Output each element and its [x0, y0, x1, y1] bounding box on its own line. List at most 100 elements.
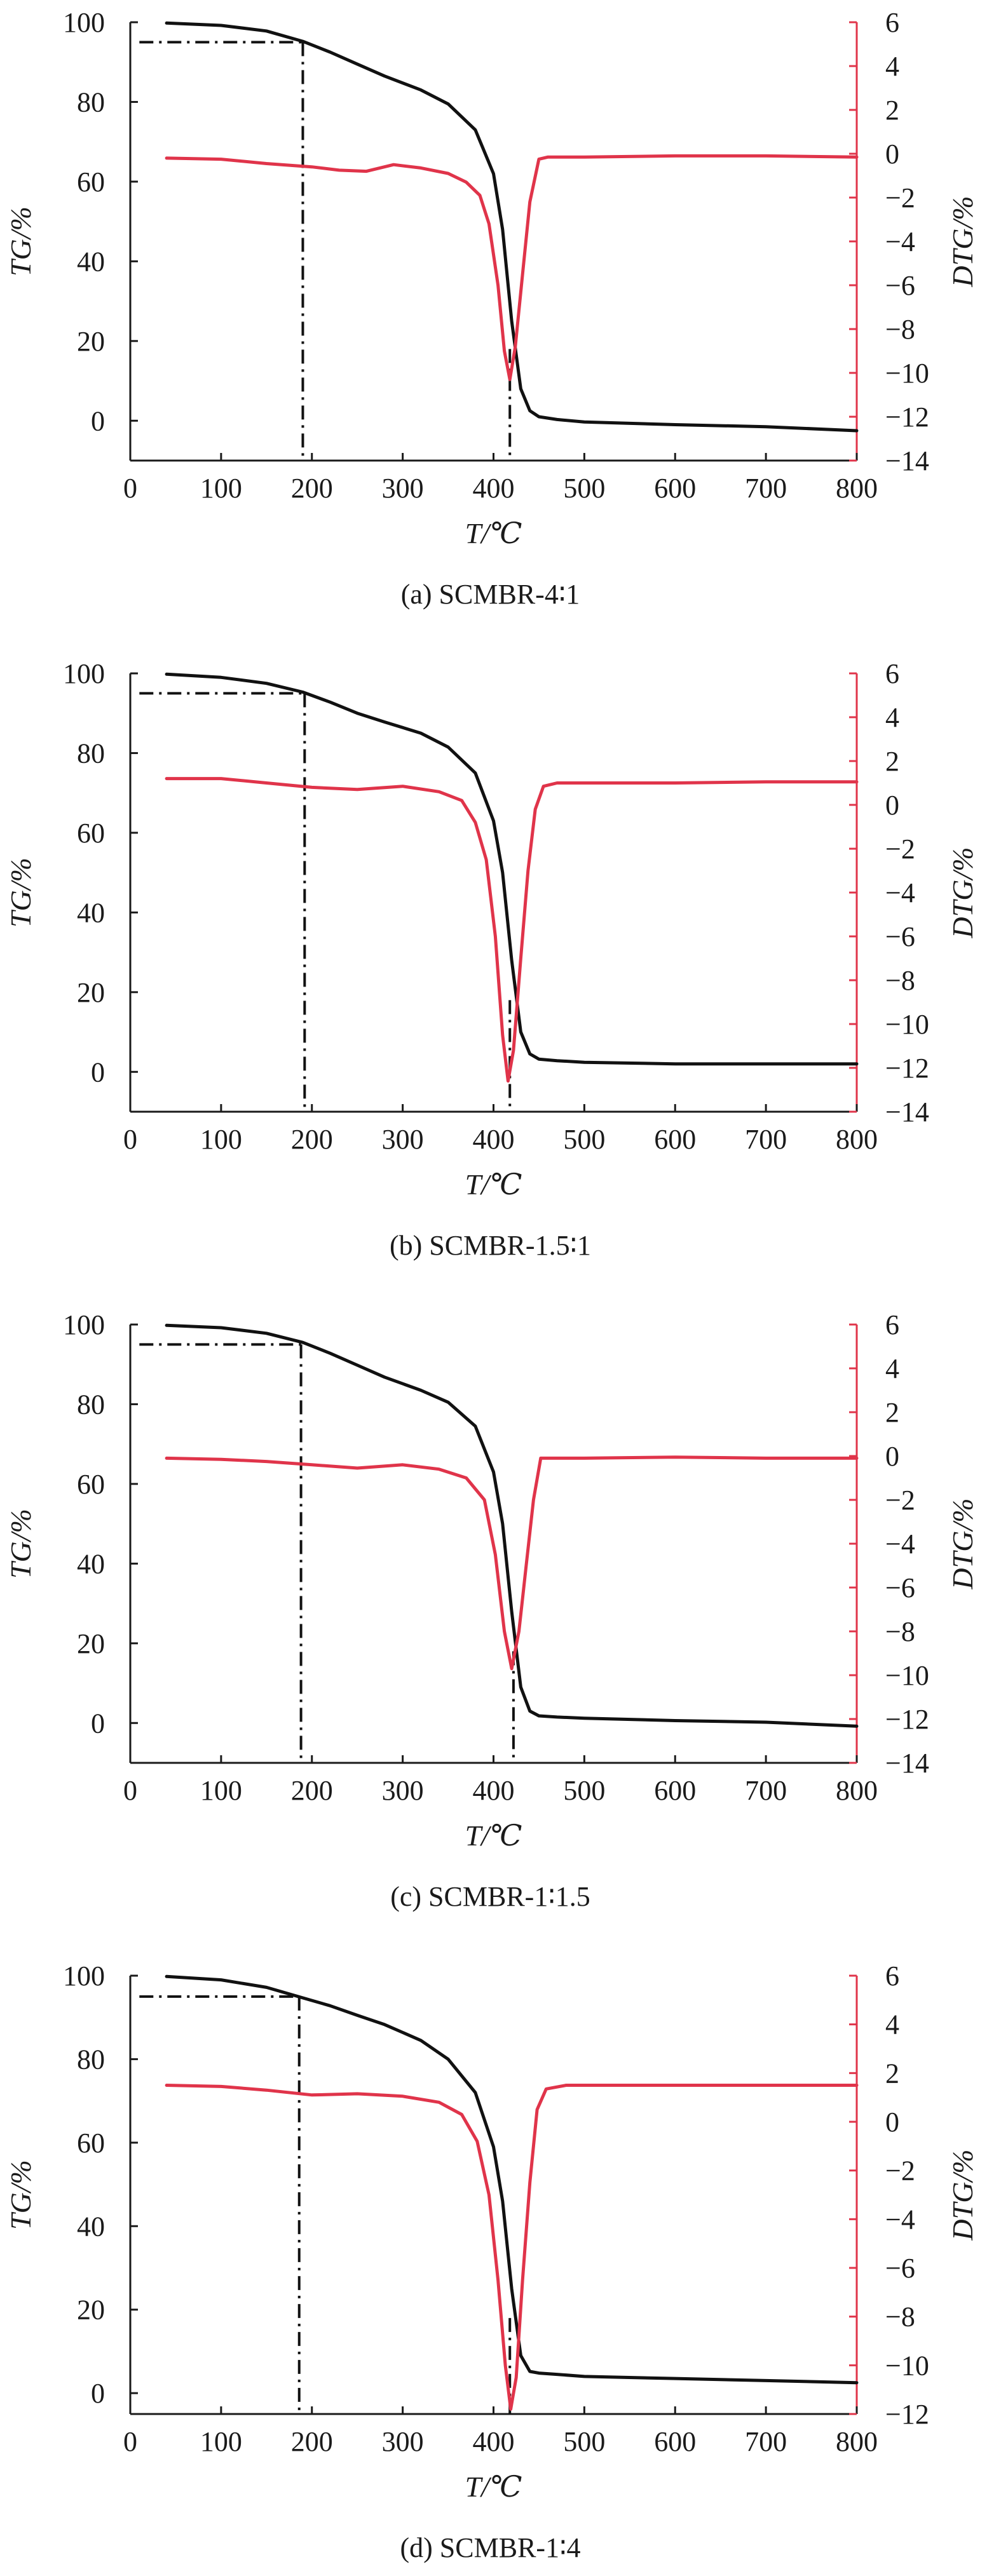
x-tick-label: 200	[291, 473, 333, 504]
left-axis-title: TG/%	[4, 2160, 37, 2230]
right-tick-label: −10	[885, 358, 929, 389]
left-tick-label: 20	[77, 2295, 105, 2326]
panel-caption: (a) SCMBR-4∶1	[401, 579, 580, 610]
right-tick-label: −8	[885, 2302, 915, 2333]
right-tick-label: −2	[885, 182, 915, 213]
left-tick-label: 100	[63, 1960, 105, 1992]
left-tick-label: 100	[63, 1309, 105, 1340]
x-tick-label: 500	[563, 1775, 605, 1806]
right-tick-label: −2	[885, 833, 915, 865]
left-axis-title: TG/%	[4, 1509, 37, 1579]
right-tick-label: −6	[885, 270, 915, 301]
series-tg-line	[165, 672, 859, 1066]
x-tick-label: 200	[291, 1124, 333, 1155]
right-tick-label: 4	[885, 1353, 899, 1384]
right-tick-label: 0	[885, 790, 899, 821]
left-tick-label: 0	[91, 2378, 105, 2409]
left-tick-label: 80	[77, 1389, 105, 1420]
x-axis-title: T/℃	[465, 517, 522, 550]
left-tick-label: 100	[63, 7, 105, 38]
x-axis-title: T/℃	[465, 2471, 522, 2503]
left-tick-label: 80	[77, 2044, 105, 2075]
left-axis-title: TG/%	[4, 206, 37, 276]
x-tick-label: 300	[382, 473, 424, 504]
right-tick-label: −4	[885, 877, 915, 908]
x-tick-label: 600	[654, 1124, 696, 1155]
right-tick-label: 2	[885, 2058, 899, 2089]
left-tick-label: 20	[77, 977, 105, 1008]
left-tick-label: 80	[77, 738, 105, 769]
right-tick-label: −10	[885, 1660, 929, 1691]
series-dtg-line	[165, 777, 859, 1083]
series-tg-line	[165, 1323, 859, 1728]
right-tick-label: −12	[885, 1704, 929, 1735]
series-dtg-line	[165, 2084, 859, 2411]
x-tick-label: 0	[123, 1775, 137, 1806]
right-tick-label: −4	[885, 2204, 915, 2235]
x-tick-label: 300	[382, 1124, 424, 1155]
right-tick-label: −6	[885, 1572, 915, 1603]
x-tick-label: 500	[563, 2426, 605, 2457]
left-tick-label: 60	[77, 166, 105, 198]
x-tick-label: 300	[382, 1775, 424, 1806]
right-tick-label: 2	[885, 95, 899, 126]
x-tick-label: 400	[473, 2426, 515, 2457]
right-tick-label: −8	[885, 314, 915, 345]
right-tick-label: −6	[885, 921, 915, 952]
panel-caption: (b) SCMBR-1.5∶1	[390, 1230, 591, 1261]
left-axis-title: TG/%	[4, 858, 37, 927]
right-tick-label: −8	[885, 965, 915, 996]
x-tick-label: 200	[291, 2426, 333, 2457]
x-tick-label: 800	[836, 1124, 878, 1155]
x-tick-label: 300	[382, 2426, 424, 2457]
right-tick-label: 6	[885, 7, 899, 38]
right-tick-label: −14	[885, 445, 929, 476]
left-tick-label: 40	[77, 2211, 105, 2242]
left-tick-label: 60	[77, 1469, 105, 1500]
x-tick-label: 700	[745, 1124, 787, 1155]
series-dtg-line	[165, 1455, 859, 1671]
x-tick-label: 700	[745, 473, 787, 504]
right-tick-label: 2	[885, 1397, 899, 1428]
panel-caption: (c) SCMBR-1∶1.5	[390, 1881, 590, 1912]
right-axis-title: DTG/%	[946, 1498, 979, 1589]
right-axis-title: DTG/%	[946, 847, 979, 938]
right-axis-title: DTG/%	[946, 196, 979, 287]
x-tick-label: 700	[745, 1775, 787, 1806]
right-tick-label: −10	[885, 1009, 929, 1040]
x-tick-label: 500	[563, 473, 605, 504]
panel-caption: (d) SCMBR-1∶4	[400, 2532, 580, 2563]
left-tick-label: 40	[77, 1548, 105, 1579]
left-tick-label: 40	[77, 897, 105, 928]
left-tick-label: 80	[77, 86, 105, 118]
left-tick-label: 20	[77, 1628, 105, 1659]
right-tick-label: 0	[885, 1441, 899, 1472]
right-tick-label: −14	[885, 1096, 929, 1128]
right-tick-label: −8	[885, 1616, 915, 1647]
x-tick-label: 700	[745, 2426, 787, 2457]
right-tick-label: 6	[885, 658, 899, 689]
x-tick-label: 0	[123, 2426, 137, 2457]
right-tick-label: −2	[885, 2155, 915, 2187]
right-tick-label: 0	[885, 138, 899, 170]
right-tick-label: −14	[885, 1748, 929, 1779]
series-dtg-line	[165, 154, 859, 381]
right-axis-title: DTG/%	[946, 2149, 979, 2241]
x-tick-label: 100	[200, 1124, 242, 1155]
x-tick-label: 0	[123, 473, 137, 504]
left-tick-label: 60	[77, 818, 105, 849]
right-tick-label: −12	[885, 401, 929, 433]
left-tick-label: 40	[77, 246, 105, 277]
x-tick-label: 600	[654, 473, 696, 504]
x-tick-label: 600	[654, 2426, 696, 2457]
x-tick-label: 200	[291, 1775, 333, 1806]
left-tick-label: 0	[91, 1056, 105, 1088]
x-tick-label: 500	[563, 1124, 605, 1155]
left-tick-label: 100	[63, 658, 105, 689]
left-tick-label: 20	[77, 326, 105, 357]
